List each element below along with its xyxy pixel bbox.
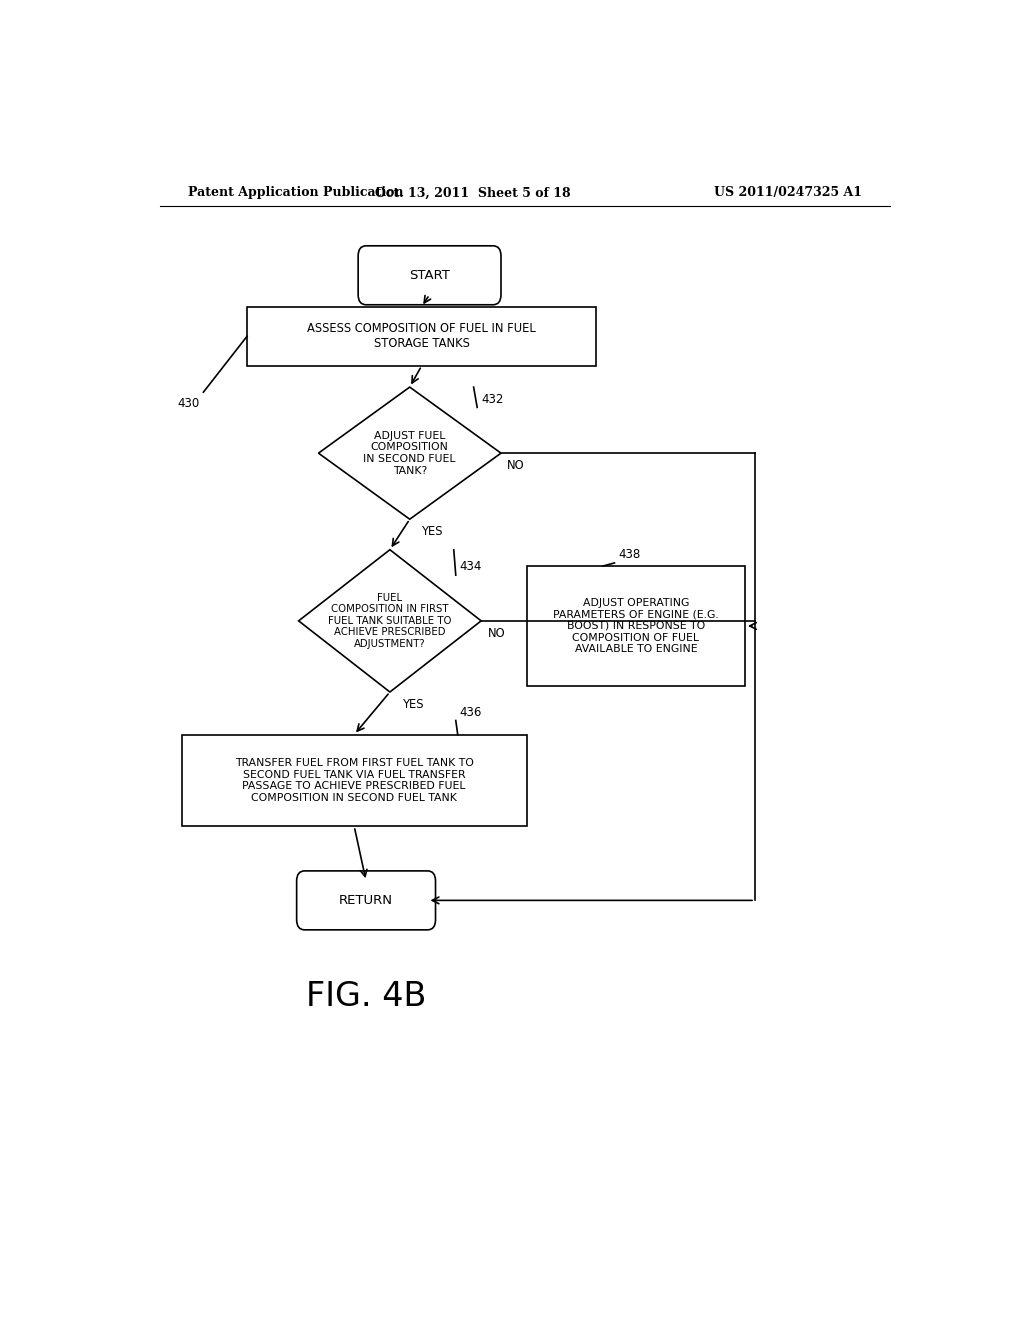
Text: 438: 438 — [618, 548, 641, 561]
Text: YES: YES — [423, 525, 444, 539]
Bar — [526, 566, 745, 686]
Bar — [181, 735, 526, 826]
Text: RETURN: RETURN — [339, 894, 393, 907]
Text: US 2011/0247325 A1: US 2011/0247325 A1 — [714, 186, 862, 199]
Bar — [247, 306, 596, 366]
Text: NO: NO — [507, 459, 525, 471]
Text: TRANSFER FUEL FROM FIRST FUEL TANK TO
SECOND FUEL TANK VIA FUEL TRANSFER
PASSAGE: TRANSFER FUEL FROM FIRST FUEL TANK TO SE… — [234, 758, 474, 803]
Text: START: START — [410, 269, 450, 281]
Text: 434: 434 — [460, 561, 482, 573]
Text: ASSESS COMPOSITION OF FUEL IN FUEL
STORAGE TANKS: ASSESS COMPOSITION OF FUEL IN FUEL STORA… — [307, 322, 536, 350]
FancyBboxPatch shape — [297, 871, 435, 929]
Text: 430: 430 — [177, 397, 200, 411]
Text: ADJUST OPERATING
PARAMETERS OF ENGINE (E.G.
BOOST) IN RESPONSE TO
COMPOSITION OF: ADJUST OPERATING PARAMETERS OF ENGINE (E… — [553, 598, 719, 655]
Text: FIG. 4B: FIG. 4B — [306, 981, 426, 1014]
Text: Oct. 13, 2011  Sheet 5 of 18: Oct. 13, 2011 Sheet 5 of 18 — [376, 186, 571, 199]
Text: YES: YES — [402, 698, 424, 710]
Polygon shape — [318, 387, 501, 519]
Text: 436: 436 — [460, 706, 482, 719]
Polygon shape — [299, 549, 481, 692]
Text: Patent Application Publication: Patent Application Publication — [187, 186, 403, 199]
FancyBboxPatch shape — [358, 246, 501, 305]
Text: ADJUST FUEL
COMPOSITION
IN SECOND FUEL
TANK?: ADJUST FUEL COMPOSITION IN SECOND FUEL T… — [364, 430, 456, 475]
Text: FUEL
COMPOSITION IN FIRST
FUEL TANK SUITABLE TO
ACHIEVE PRESCRIBED
ADJUSTMENT?: FUEL COMPOSITION IN FIRST FUEL TANK SUIT… — [328, 593, 452, 649]
Text: NO: NO — [487, 627, 505, 640]
Text: 432: 432 — [481, 393, 504, 405]
